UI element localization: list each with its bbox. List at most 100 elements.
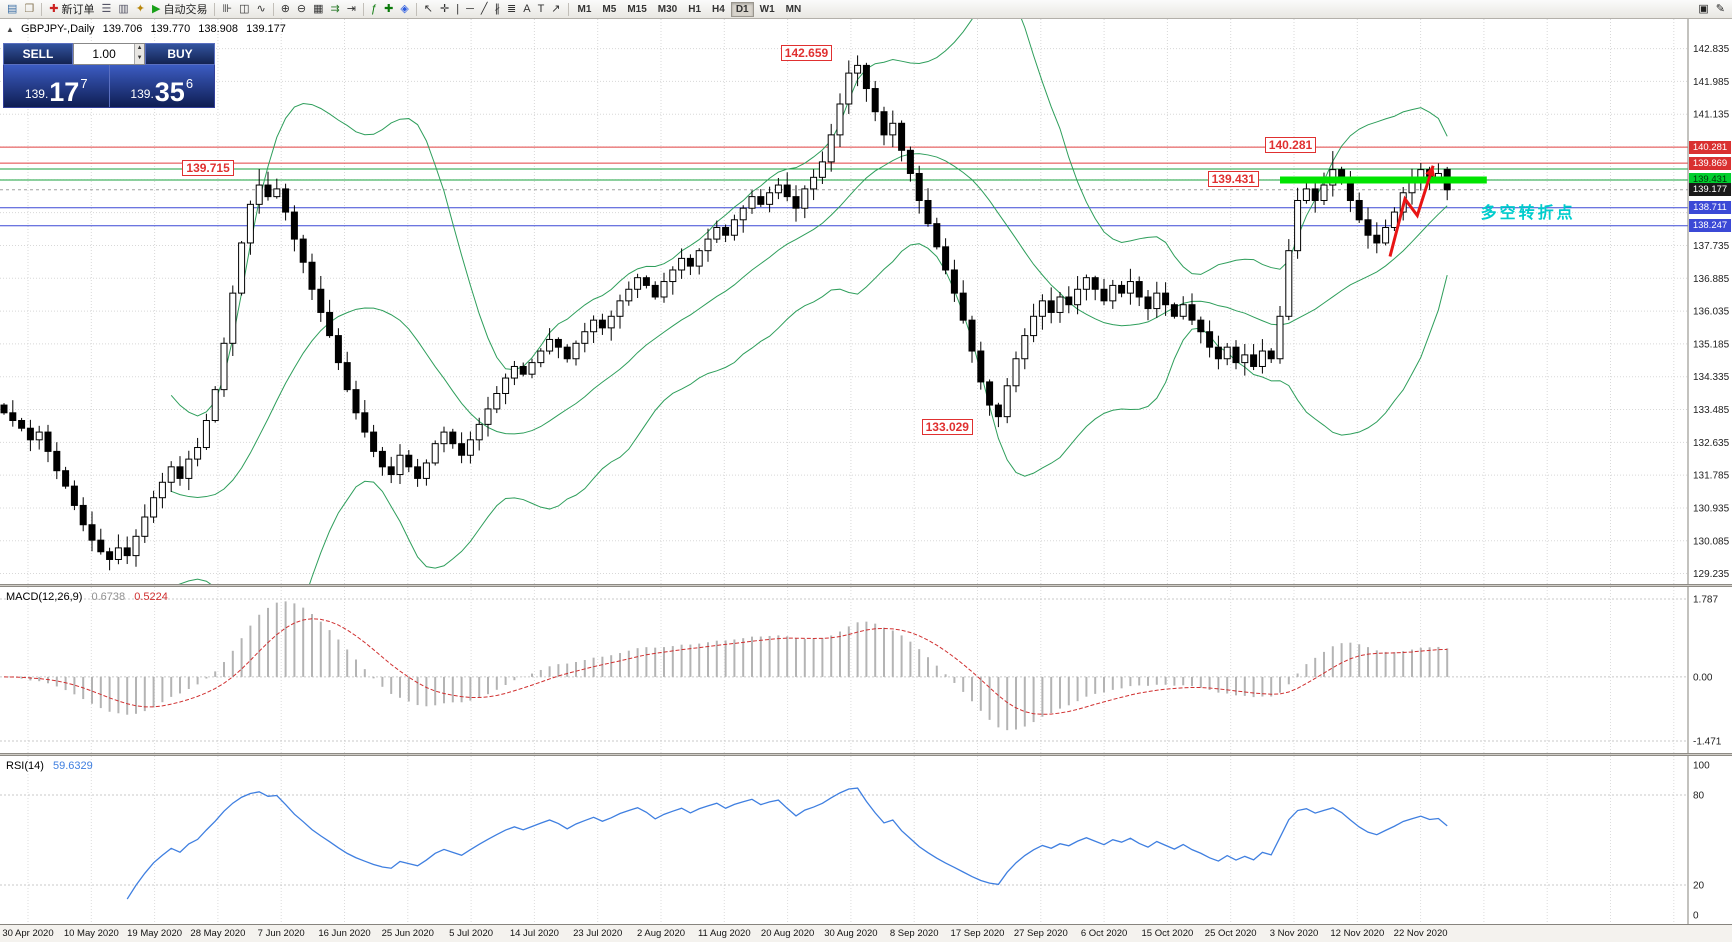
candle[interactable] — [238, 242, 246, 294]
volume-down-button[interactable]: ▼ — [135, 54, 144, 64]
candle[interactable] — [722, 227, 730, 236]
candle[interactable] — [502, 377, 510, 394]
candle[interactable] — [1355, 199, 1363, 221]
candle[interactable] — [70, 485, 78, 506]
candle[interactable] — [519, 365, 527, 375]
candle[interactable] — [1065, 296, 1073, 306]
candle[interactable] — [634, 277, 642, 290]
candle[interactable] — [1232, 346, 1240, 364]
candle[interactable] — [1320, 184, 1328, 201]
candle[interactable] — [757, 196, 765, 205]
candle[interactable] — [1346, 180, 1354, 201]
candle[interactable] — [1214, 346, 1222, 360]
fullscreen-icon[interactable]: ▣ — [1695, 1, 1711, 17]
candle[interactable] — [79, 504, 87, 526]
line-chart-icon[interactable]: ∿ — [253, 1, 268, 17]
candle[interactable] — [53, 450, 61, 472]
candle[interactable] — [185, 458, 193, 479]
candle[interactable] — [651, 284, 659, 298]
price-label-object[interactable]: 139.431 — [1207, 170, 1259, 187]
cursor-icon[interactable]: ↖ — [421, 1, 436, 17]
fibonacci-icon[interactable]: ≣ — [504, 1, 519, 17]
candle[interactable] — [123, 547, 131, 557]
candle[interactable] — [1179, 304, 1187, 317]
candle[interactable] — [458, 443, 466, 456]
candle[interactable] — [44, 431, 52, 452]
annotation-text[interactable]: 多空转折点 — [1480, 205, 1576, 223]
candle[interactable] — [994, 404, 1002, 418]
market-watch-icon[interactable]: ☰ — [99, 1, 115, 17]
candle[interactable] — [986, 381, 994, 406]
candle[interactable] — [713, 227, 721, 240]
candle[interactable] — [924, 199, 932, 225]
candle[interactable] — [1382, 227, 1390, 244]
candle[interactable] — [854, 64, 862, 74]
timeframe-mn[interactable]: MN — [785, 3, 802, 15]
candle[interactable] — [880, 111, 888, 136]
candle[interactable] — [598, 319, 606, 329]
candle[interactable] — [370, 431, 378, 452]
candle[interactable] — [1082, 277, 1090, 290]
candle[interactable] — [748, 196, 756, 209]
candle[interactable] — [510, 365, 518, 379]
label-icon[interactable]: T — [535, 1, 548, 17]
candle[interactable] — [563, 346, 571, 360]
timeframe-w1[interactable]: W1 — [759, 3, 775, 15]
candle[interactable] — [326, 311, 334, 337]
candle[interactable] — [686, 257, 694, 267]
candle[interactable] — [1047, 300, 1055, 313]
rsi-panel[interactable]: 100 80 20 0 — [0, 756, 1732, 924]
candle[interactable] — [774, 184, 782, 194]
candle[interactable] — [898, 122, 906, 151]
candle[interactable] — [766, 192, 774, 205]
candle[interactable] — [422, 462, 430, 479]
candle[interactable] — [431, 443, 439, 464]
timeframe-h4[interactable]: H4 — [712, 3, 725, 15]
navigator-icon[interactable]: ✦ — [133, 1, 148, 17]
candle[interactable] — [1012, 358, 1020, 387]
timeframe-d1[interactable]: D1 — [730, 1, 754, 17]
candle[interactable] — [141, 516, 149, 537]
candle[interactable] — [739, 207, 747, 221]
candle[interactable] — [1162, 292, 1170, 306]
candle[interactable] — [352, 389, 360, 414]
candle[interactable] — [493, 392, 501, 410]
candle[interactable] — [968, 319, 976, 352]
timeframe-m1[interactable]: M1 — [577, 3, 592, 15]
candle[interactable] — [792, 196, 800, 209]
candle[interactable] — [1285, 250, 1293, 317]
candle[interactable] — [334, 335, 342, 364]
indicators-icon[interactable]: ƒ — [368, 1, 380, 17]
candle[interactable] — [1373, 234, 1381, 244]
channel-icon[interactable]: ∦ — [492, 1, 504, 17]
candle[interactable] — [1091, 277, 1099, 290]
candle[interactable] — [1311, 188, 1319, 201]
candle[interactable] — [255, 184, 263, 205]
volume-up-button[interactable]: ▲ — [135, 44, 144, 54]
candle[interactable] — [730, 219, 738, 236]
crosshair-icon[interactable]: ✛ — [437, 1, 452, 17]
candle[interactable] — [132, 535, 140, 557]
candle[interactable] — [862, 64, 870, 90]
candle[interactable] — [343, 362, 351, 391]
candle[interactable] — [317, 288, 325, 313]
candle[interactable] — [1241, 354, 1249, 364]
candle[interactable] — [1390, 211, 1398, 229]
candle[interactable] — [194, 447, 202, 460]
candle[interactable] — [246, 203, 254, 244]
auto-scroll-icon[interactable]: ⇉ — [328, 1, 343, 17]
horizontal-level-lines[interactable] — [0, 146, 1688, 227]
candle[interactable] — [977, 350, 985, 383]
candle[interactable] — [466, 439, 474, 456]
candle[interactable] — [704, 238, 712, 252]
candlestick-chart-icon[interactable]: ◫ — [236, 1, 252, 17]
candle[interactable] — [1109, 284, 1117, 302]
price-label-object[interactable]: 140.281 — [1264, 136, 1317, 153]
candle[interactable] — [361, 412, 369, 433]
objects-list-icon[interactable]: ◈ — [397, 1, 411, 17]
candle[interactable] — [176, 466, 184, 479]
candle[interactable] — [572, 342, 580, 360]
candle[interactable] — [1302, 188, 1310, 201]
price-label-object[interactable]: 142.659 — [780, 45, 833, 62]
macd-panel[interactable]: 1.787 0.00 -1.471 — [0, 587, 1732, 753]
